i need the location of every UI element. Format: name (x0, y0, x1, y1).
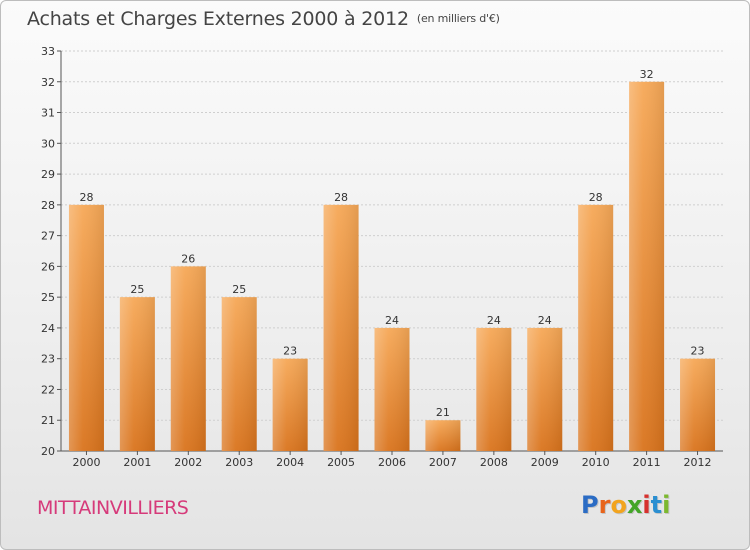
logo-letter: i (642, 491, 651, 519)
bar-shine-2011 (629, 81, 665, 452)
y-tick-label: 20 (41, 445, 55, 458)
y-tick-label: 26 (41, 260, 55, 273)
data-label-2005: 28 (334, 191, 348, 204)
y-tick-label: 22 (41, 383, 55, 396)
y-tick-label: 28 (41, 199, 55, 212)
bar-shine-2008 (476, 327, 512, 451)
y-tick-label: 29 (41, 168, 55, 181)
x-tick-label-2011: 2011 (633, 456, 661, 469)
x-tick-label-2010: 2010 (582, 456, 610, 469)
bar-shine-2006 (374, 327, 410, 451)
data-label-2000: 28 (79, 191, 93, 204)
data-label-2010: 28 (589, 191, 603, 204)
data-label-2011: 32 (640, 68, 654, 81)
x-tick-label-2009: 2009 (531, 456, 559, 469)
bar-shine-2010 (578, 204, 614, 451)
data-label-2001: 25 (130, 283, 144, 296)
bar-shine-2001 (119, 297, 155, 451)
data-label-2009: 24 (538, 314, 552, 327)
y-tick-label: 23 (41, 353, 55, 366)
y-tick-label: 30 (41, 137, 55, 150)
data-label-2002: 26 (181, 252, 195, 265)
data-label-2012: 23 (691, 345, 705, 358)
x-tick-label-2000: 2000 (72, 456, 100, 469)
x-tick-label-2007: 2007 (429, 456, 457, 469)
bar-shine-2003 (221, 297, 257, 451)
bar-shine-2002 (170, 266, 206, 451)
bar-shine-2004 (272, 358, 308, 451)
y-tick-label: 25 (41, 291, 55, 304)
data-label-2007: 21 (436, 406, 450, 419)
chart-title: Achats et Charges Externes 2000 à 2012 (e… (27, 8, 500, 30)
x-tick-label-2005: 2005 (327, 456, 355, 469)
logo-letter: P (581, 491, 599, 519)
proxiti-logo: Proxiti (581, 491, 670, 519)
bar-shine-2009 (527, 327, 563, 451)
logo-letter: i (662, 491, 671, 519)
logo-letter: o (610, 491, 627, 519)
x-tick-label-2004: 2004 (276, 456, 304, 469)
place-name: MITTAINVILLIERS (37, 497, 189, 519)
bar-shine-2007 (425, 420, 461, 451)
bar-shine-2005 (323, 204, 359, 451)
y-tick-label: 24 (41, 322, 55, 335)
data-label-2004: 23 (283, 345, 297, 358)
logo-letter: x (626, 491, 643, 519)
data-labels: 28 25 26 25 23 28 24 21 24 24 28 32 23 (79, 68, 704, 419)
y-tick-label: 33 (41, 45, 55, 58)
chart-subtitle: (en milliers d'€) (416, 12, 500, 25)
bars (68, 81, 716, 452)
x-tick-label-2006: 2006 (378, 456, 406, 469)
x-tick-label-2001: 2001 (123, 456, 151, 469)
axes: 20 21 22 23 24 25 26 27 28 29 30 31 32 33 2000 2001 2002… (41, 45, 723, 469)
y-tick-label: 21 (41, 414, 55, 427)
x-tick-label-2008: 2008 (480, 456, 508, 469)
chart-title-text: Achats et Charges Externes 2000 à 2012 (27, 8, 409, 30)
y-tick-label: 31 (41, 107, 55, 120)
y-tick-label: 32 (41, 76, 55, 89)
x-tick-label-2012: 2012 (684, 456, 712, 469)
logo-letter: t (650, 491, 663, 519)
bar-shine-2012 (680, 358, 716, 451)
x-tick-label-2002: 2002 (174, 456, 202, 469)
data-label-2008: 24 (487, 314, 501, 327)
y-tick-label: 27 (41, 230, 55, 243)
data-label-2006: 24 (385, 314, 399, 327)
bar-shine-2000 (68, 204, 104, 451)
logo-letter: r (598, 491, 611, 519)
data-label-2003: 25 (232, 283, 246, 296)
x-tick-label-2003: 2003 (225, 456, 253, 469)
